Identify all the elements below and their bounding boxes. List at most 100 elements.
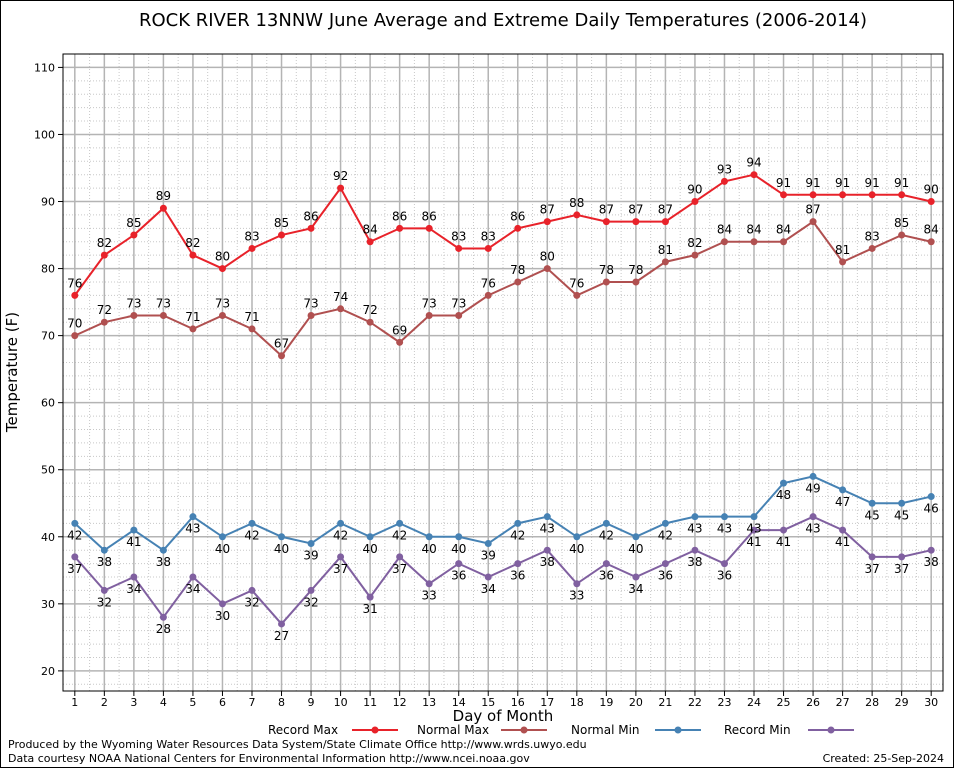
normal-max-point [720, 238, 728, 246]
normal-max-point [248, 325, 256, 333]
normal-min-data-label: 42 [392, 528, 407, 542]
record-min-point [661, 560, 669, 568]
normal-max-data-label: 73 [215, 297, 230, 311]
record-min-point [100, 586, 108, 594]
normal-min-data-label: 42 [658, 528, 673, 542]
record-min-legend-label: Record Min [724, 723, 791, 737]
normal-min-data-label: 39 [303, 548, 318, 562]
normal-min-data-label: 47 [835, 495, 850, 509]
normal-min-point [927, 493, 935, 501]
x-tick-label: 26 [806, 696, 820, 709]
x-tick-label: 19 [599, 696, 613, 709]
record-min-data-label: 38 [540, 555, 555, 569]
normal-max-data-label: 67 [274, 337, 289, 351]
normal-max-point [514, 278, 522, 286]
normal-max-point [425, 312, 433, 320]
record-min-data-label: 41 [746, 535, 761, 549]
normal-min-data-label: 40 [422, 542, 437, 556]
x-tick-label: 2 [101, 696, 108, 709]
normal-max-data-label: 81 [835, 243, 850, 257]
record-min-point [455, 560, 463, 568]
normal-min-point [750, 513, 758, 521]
normal-max-point [218, 312, 226, 320]
footer-credit-line2: Data courtesy NOAA National Centers for … [8, 752, 530, 765]
record-min-point [307, 586, 315, 594]
record-max-point [100, 251, 108, 259]
normal-max-point [573, 291, 581, 299]
x-tick-label: 5 [189, 696, 196, 709]
normal-max-point [307, 312, 315, 320]
record-min-point [189, 573, 197, 581]
record-max-data-label: 94 [746, 156, 761, 170]
footer-created-date: Created: 25-Sep-2024 [823, 752, 944, 765]
record-min-point [839, 526, 847, 534]
normal-min-data-label: 38 [97, 555, 112, 569]
normal-max-data-label: 84 [746, 223, 761, 237]
x-tick-label: 22 [688, 696, 702, 709]
record-max-point [839, 191, 847, 199]
normal-max-point [898, 231, 906, 239]
x-tick-label: 13 [422, 696, 436, 709]
y-tick-label: 110 [34, 61, 55, 74]
normal-min-data-label: 40 [274, 542, 289, 556]
record-min-data-label: 32 [97, 595, 112, 609]
series-layer [71, 171, 935, 628]
normal-max-point [661, 258, 669, 266]
record-max-data-label: 86 [422, 209, 437, 223]
record-min-data-label: 37 [894, 562, 909, 576]
record-min-point [898, 553, 906, 561]
record-max-point [248, 244, 256, 252]
x-tick-label: 28 [865, 696, 879, 709]
record-max-point [514, 224, 522, 232]
record-max-data-label: 87 [540, 203, 555, 217]
normal-max-data-label: 85 [894, 216, 909, 230]
normal-max-point [691, 251, 699, 259]
plot-area [62, 53, 944, 692]
normal-max-point [278, 352, 286, 360]
normal-max-data-label: 76 [569, 276, 584, 290]
normal-min-data-label: 40 [362, 542, 377, 556]
record-max-point [543, 218, 551, 226]
normal-max-point [366, 318, 374, 326]
normal-min-point [661, 519, 669, 527]
record-max-point [484, 244, 492, 252]
normal-max-point [455, 312, 463, 320]
record-min-point [543, 546, 551, 554]
record-max-data-label: 91 [864, 176, 879, 190]
record-max-data-label: 83 [481, 229, 496, 243]
record-max-data-label: 85 [274, 216, 289, 230]
record-max-point [927, 198, 935, 206]
normal-max-point [396, 338, 404, 346]
normal-min-data-label: 40 [215, 542, 230, 556]
y-tick-label: 50 [41, 464, 55, 477]
normal-min-point [780, 479, 788, 487]
normal-max-point [159, 312, 167, 320]
record-max-point [691, 198, 699, 206]
x-tick-label: 30 [924, 696, 938, 709]
record-min-data-label: 41 [776, 535, 791, 549]
record-min-point [602, 560, 610, 568]
major-grid [63, 54, 943, 691]
record-min-point [396, 553, 404, 561]
normal-min-point [839, 486, 847, 494]
normal-min-point [809, 472, 817, 480]
normal-max-point [809, 218, 817, 226]
record-min-data-label: 38 [924, 555, 939, 569]
record-min-data-label: 37 [67, 562, 82, 576]
normal-max-point [750, 238, 758, 246]
record-max-data-label: 91 [835, 176, 850, 190]
normal-min-data-label: 43 [687, 522, 702, 536]
record-max-point [632, 218, 640, 226]
record-min-line [74, 515, 932, 626]
record-min-point [159, 613, 167, 621]
normal-min-point [602, 519, 610, 527]
record-max-legend-label: Record Max [268, 723, 338, 737]
chart-title: ROCK RIVER 13NNW June Average and Extrem… [139, 10, 867, 31]
record-min-point [248, 586, 256, 594]
record-max-data-label: 85 [126, 216, 141, 230]
normal-min-data-label: 42 [333, 528, 348, 542]
record-min-data-label: 38 [687, 555, 702, 569]
record-min-point [71, 553, 79, 561]
